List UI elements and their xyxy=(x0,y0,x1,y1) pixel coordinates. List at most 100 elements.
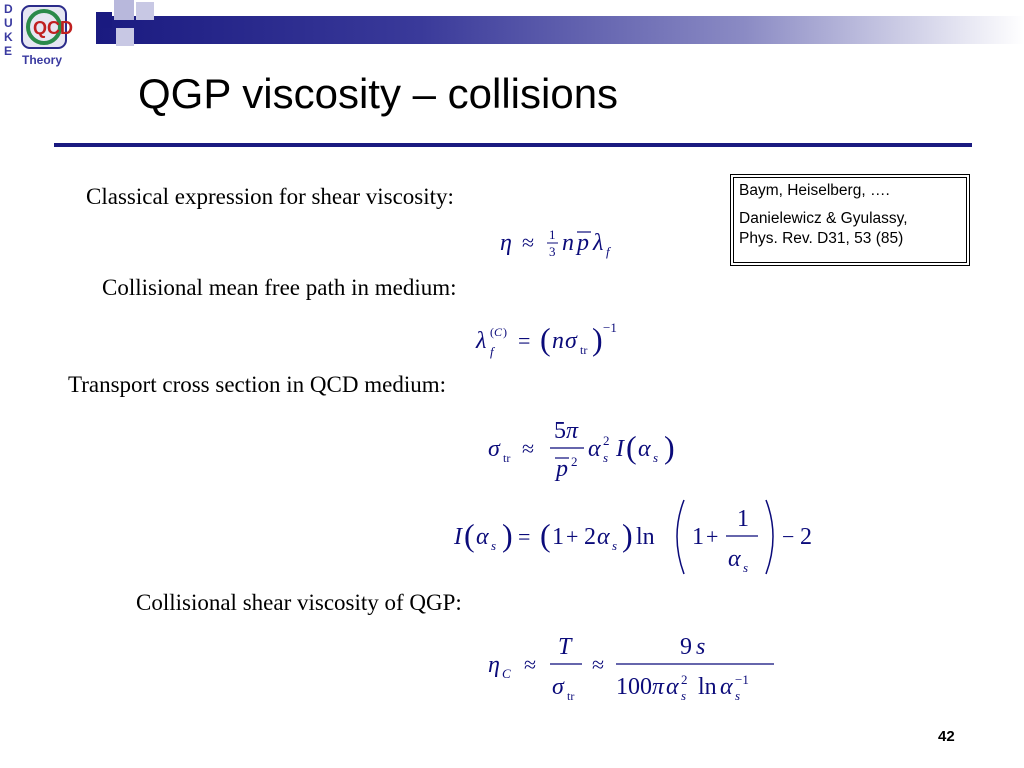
svg-text:(: ( xyxy=(464,517,475,553)
svg-text:≈: ≈ xyxy=(592,652,604,677)
svg-text:s: s xyxy=(612,538,617,553)
svg-text:σ: σ xyxy=(488,436,501,462)
svg-text:η: η xyxy=(488,652,500,678)
svg-text:2: 2 xyxy=(584,524,596,550)
header-square xyxy=(114,0,134,20)
label-cross-section: Transport cross section in QCD medium: xyxy=(68,372,446,397)
svg-text:s: s xyxy=(653,450,658,465)
svg-text:≈: ≈ xyxy=(522,230,534,255)
svg-text:n: n xyxy=(552,328,564,354)
svg-text:5: 5 xyxy=(554,418,566,444)
svg-text:T: T xyxy=(558,634,573,660)
svg-text:π: π xyxy=(566,418,579,444)
svg-text:σ: σ xyxy=(552,674,565,700)
equation-transport-cross-section: σ tr ≈ 5 π p 2 α 2 s I ( α s ) xyxy=(484,412,694,493)
header-band xyxy=(96,16,1024,44)
svg-text:=: = xyxy=(518,328,530,353)
svg-text:σ: σ xyxy=(565,328,578,354)
svg-text:f: f xyxy=(490,344,496,359)
svg-text:α: α xyxy=(720,674,733,700)
svg-text:2: 2 xyxy=(800,524,812,550)
equation-mean-free-path: λ ( C ) f = ( n σ tr ) −1 xyxy=(472,316,652,371)
svg-text:2: 2 xyxy=(603,433,610,448)
slide-title: QGP viscosity – collisions xyxy=(138,70,619,117)
reference-line: Danielewicz & Gyulassy, xyxy=(739,210,908,227)
svg-text:α: α xyxy=(588,436,601,462)
equation-classical-viscosity: η ≈ 1 3 n p λ f xyxy=(496,222,636,271)
svg-text:(: ( xyxy=(540,517,551,553)
svg-text:−: − xyxy=(782,524,794,549)
svg-text:): ) xyxy=(622,517,633,553)
svg-text:QCD: QCD xyxy=(33,18,73,38)
svg-text:D: D xyxy=(4,2,13,16)
svg-text:tr: tr xyxy=(567,689,574,703)
svg-text:π: π xyxy=(652,674,665,700)
svg-text:s: s xyxy=(696,634,705,660)
reference-line: Phys. Rev. D31, 53 (85) xyxy=(739,230,904,247)
svg-text:tr: tr xyxy=(503,451,510,465)
svg-text:α: α xyxy=(476,524,489,550)
svg-text:9: 9 xyxy=(680,634,692,660)
svg-text:1: 1 xyxy=(549,227,556,242)
svg-text:tr: tr xyxy=(580,343,587,357)
svg-text:(: ( xyxy=(490,325,494,339)
svg-text:100: 100 xyxy=(616,674,652,700)
svg-text:−1: −1 xyxy=(603,320,617,335)
svg-text:1: 1 xyxy=(692,524,704,550)
svg-text:ln: ln xyxy=(698,674,717,700)
svg-text:p: p xyxy=(554,456,568,482)
svg-text:C: C xyxy=(494,325,503,339)
svg-text:I: I xyxy=(453,524,463,550)
svg-text:+: + xyxy=(706,524,718,549)
label-mean-free-path: Collisional mean free path in medium: xyxy=(102,275,457,300)
svg-text:U: U xyxy=(4,16,13,30)
svg-text:(: ( xyxy=(626,429,637,465)
svg-text:α: α xyxy=(597,524,610,550)
header-square xyxy=(136,2,154,20)
svg-text:n: n xyxy=(562,230,574,256)
svg-text:s: s xyxy=(743,560,748,575)
svg-text:s: s xyxy=(735,688,740,703)
svg-text:p: p xyxy=(575,230,589,256)
svg-text:3: 3 xyxy=(549,244,556,259)
label-shear-qgp: Collisional shear viscosity of QGP: xyxy=(136,590,462,615)
svg-text:=: = xyxy=(518,524,530,549)
header-square xyxy=(96,12,112,28)
svg-text:α: α xyxy=(728,546,741,572)
duke-qcd-theory-logo: D U K E QCD Theory xyxy=(0,0,80,70)
svg-text:2: 2 xyxy=(681,672,688,687)
svg-text:λ: λ xyxy=(592,230,603,256)
label-classical: Classical expression for shear viscosity… xyxy=(86,184,454,209)
svg-text:): ) xyxy=(503,325,507,339)
svg-text:≈: ≈ xyxy=(524,652,536,677)
reference-line: Baym, Heiselberg, …. xyxy=(739,182,890,199)
svg-text:f: f xyxy=(606,244,612,259)
svg-text:): ) xyxy=(664,429,675,465)
svg-text:≈: ≈ xyxy=(522,436,534,461)
svg-text:α: α xyxy=(638,436,651,462)
equation-I-function: I ( α s ) = ( 1 + 2 α s ) ln 1 + 1 α s −… xyxy=(448,494,820,585)
svg-text:1: 1 xyxy=(737,506,749,532)
svg-text:ln: ln xyxy=(636,524,655,550)
svg-text:α: α xyxy=(666,674,679,700)
title-divider xyxy=(54,143,972,147)
svg-text:s: s xyxy=(491,538,496,553)
svg-text:−1: −1 xyxy=(735,672,749,687)
svg-text:K: K xyxy=(4,30,13,44)
header-square xyxy=(116,28,134,46)
svg-text:1: 1 xyxy=(552,524,564,550)
page-number: 42 xyxy=(938,728,955,745)
svg-text:2: 2 xyxy=(571,454,578,469)
svg-text:(: ( xyxy=(540,321,551,357)
svg-text:): ) xyxy=(502,517,513,553)
svg-text:s: s xyxy=(681,688,686,703)
svg-text:Theory: Theory xyxy=(22,53,62,67)
reference-box: Baym, Heiselberg, …. Danielewicz & Gyula… xyxy=(730,174,970,266)
svg-text:E: E xyxy=(4,44,12,58)
svg-text:C: C xyxy=(502,666,511,681)
svg-text:+: + xyxy=(566,524,578,549)
svg-text:s: s xyxy=(603,450,608,465)
svg-text:): ) xyxy=(592,321,603,357)
svg-text:λ: λ xyxy=(475,328,486,354)
svg-text:η: η xyxy=(500,230,512,256)
